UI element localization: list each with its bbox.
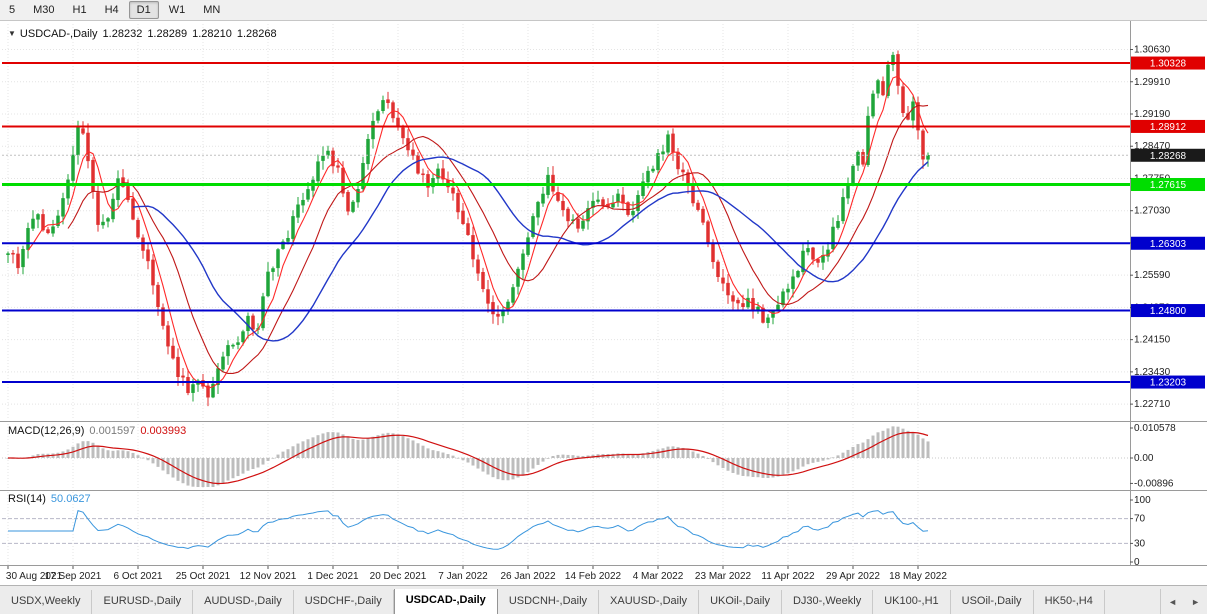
chart-tab-ukoil-daily[interactable]: UKOil-,Daily [699, 590, 782, 614]
svg-text:23 Mar 2022: 23 Mar 2022 [695, 571, 752, 582]
horizontal-level-lines [2, 62, 1130, 384]
price-label-1.24800 [1131, 304, 1205, 318]
tab-scroll-right-icon[interactable]: ► [1191, 596, 1200, 607]
price-label-1.30328 [1131, 56, 1205, 70]
svg-text:1.27615: 1.27615 [1150, 180, 1187, 191]
svg-text:30 Aug 2021: 30 Aug 2021 [6, 571, 63, 582]
chart-tab-uk100-h1[interactable]: UK100-,H1 [873, 590, 951, 614]
price-label-1.28268 [1131, 148, 1205, 162]
rsi-pane [2, 509, 1130, 550]
macd-indicator-label: MACD(12,26,9) 0.001597 0.003993 [8, 425, 186, 437]
chart-window[interactable]: 1.306301.299101.291901.284701.277501.270… [0, 21, 1207, 585]
price-scale: 1.306301.299101.291901.284701.277501.270… [1130, 45, 1205, 410]
svg-text:1.29190: 1.29190 [1134, 109, 1171, 120]
timeframe-toolbar: 5 M30 H1 H4 D1 W1 MN [0, 0, 1207, 21]
svg-text:1.24150: 1.24150 [1134, 335, 1171, 346]
quote-low: 1.28210 [192, 28, 232, 40]
moving-average-lines [27, 75, 929, 389]
quote-open: 1.28232 [102, 28, 143, 40]
chart-title-bar: ▼ USDCAD-,Daily 1.28232 1.28289 1.28210 1.282… [8, 28, 277, 40]
chart-tab-bar: USDX,Weekly EURUSD-,Daily AUDUSD-,Daily USD… [0, 585, 1207, 614]
svg-text:0.010578: 0.010578 [1134, 423, 1176, 434]
svg-text:17 Sep 2021: 17 Sep 2021 [45, 571, 102, 582]
chart-tab-audusd-daily[interactable]: AUDUSD-,Daily [193, 590, 294, 614]
svg-text:0.00: 0.00 [1134, 453, 1154, 464]
price-label-1.28912 [1131, 119, 1205, 133]
price-label-1.23203 [1131, 375, 1205, 389]
svg-text:1.27030: 1.27030 [1134, 206, 1171, 217]
svg-text:1.28268: 1.28268 [1150, 151, 1187, 162]
svg-text:1.28470: 1.28470 [1134, 141, 1171, 152]
rsi-value: 50.0627 [50, 493, 91, 505]
svg-text:25 Oct 2021: 25 Oct 2021 [176, 571, 231, 582]
collapse-arrow-icon[interactable]: ▼ [8, 29, 16, 38]
quote-close: 1.28268 [236, 28, 277, 40]
chart-grid [2, 24, 1130, 565]
svg-text:70: 70 [1134, 514, 1146, 525]
svg-text:1.22710: 1.22710 [1134, 399, 1171, 410]
price-chart-canvas[interactable]: 1.306301.299101.291901.284701.277501.270… [0, 21, 1207, 585]
macd-signal-line [8, 431, 929, 485]
svg-text:1.23203: 1.23203 [1150, 378, 1187, 389]
svg-text:20 Dec 2021: 20 Dec 2021 [370, 571, 427, 582]
svg-text:7 Jan 2022: 7 Jan 2022 [438, 571, 488, 582]
svg-text:1.30630: 1.30630 [1134, 45, 1171, 56]
macd-main-value: 0.001597 [89, 425, 136, 437]
svg-text:1.26303: 1.26303 [1150, 239, 1187, 250]
chart-tabs: USDX,Weekly EURUSD-,Daily AUDUSD-,Daily USD… [0, 589, 1160, 614]
svg-text:29 Apr 2022: 29 Apr 2022 [826, 571, 880, 582]
svg-text:-0.00896: -0.00896 [1134, 478, 1174, 489]
pane-borders [0, 21, 1207, 566]
rsi-indicator-label: RSI(14) 50.0627 [8, 493, 91, 505]
macd-label: MACD(12,26,9) [8, 425, 85, 437]
timeframe-button-m30[interactable]: M30 [33, 4, 55, 16]
chart-tab-usdchf-daily[interactable]: USDCHF-,Daily [293, 590, 394, 614]
chart-tab-usoil-daily[interactable]: USOil-,Daily [950, 590, 1034, 614]
svg-text:11 Apr 2022: 11 Apr 2022 [761, 571, 815, 582]
svg-text:100: 100 [1134, 495, 1151, 506]
price-label-1.26303 [1131, 236, 1205, 250]
chart-tab-usdcad-daily[interactable]: USDCAD-,Daily [393, 589, 498, 614]
svg-text:30: 30 [1134, 538, 1146, 549]
tab-scroll-left-icon[interactable]: ◄ [1168, 596, 1178, 607]
rsi-label: RSI(14) [8, 493, 46, 505]
rsi-line [8, 509, 929, 550]
chart-tab-xauusd-daily[interactable]: XAUUSD-,Daily [599, 590, 700, 614]
svg-text:0: 0 [1134, 557, 1140, 568]
svg-text:18 May 2022: 18 May 2022 [889, 571, 947, 582]
price-label-1.27615 [1131, 178, 1205, 192]
candlestick-series [6, 50, 930, 407]
timeframe-button-h1[interactable]: H1 [72, 4, 87, 16]
svg-text:14 Feb 2022: 14 Feb 2022 [565, 571, 622, 582]
chart-tab-hk50-h4[interactable]: HK50-,H4 [1033, 590, 1105, 614]
chart-tab-eurusd-daily[interactable]: EURUSD-,Daily [92, 590, 194, 614]
svg-text:1.25590: 1.25590 [1134, 270, 1171, 281]
svg-text:1.29910: 1.29910 [1134, 77, 1171, 88]
timeframe-button-mn[interactable]: MN [203, 4, 221, 16]
svg-text:1.24800: 1.24800 [1150, 306, 1187, 317]
macd-signal-value: 0.003993 [140, 425, 187, 437]
tab-scroll-arrows: ◄ ► [1160, 589, 1207, 614]
timeframe-button-w1[interactable]: W1 [168, 4, 186, 16]
svg-text:1.23430: 1.23430 [1134, 367, 1171, 378]
timeframe-button-5[interactable]: 5 [9, 4, 16, 16]
timeframe-button-h4[interactable]: H4 [104, 4, 119, 16]
quote-high: 1.28289 [147, 28, 188, 40]
svg-text:1 Dec 2021: 1 Dec 2021 [307, 571, 359, 582]
chart-symbol-title: USDCAD-,Daily [19, 28, 98, 40]
svg-text:26 Jan 2022: 26 Jan 2022 [500, 571, 555, 582]
svg-text:12 Nov 2021: 12 Nov 2021 [240, 571, 297, 582]
chart-tab-dj30-weekly[interactable]: DJ30-,Weekly [781, 590, 874, 614]
timeframe-button-d1[interactable]: D1 [128, 1, 159, 19]
svg-text:1.28912: 1.28912 [1150, 122, 1187, 133]
chart-tab-usdcnh-daily[interactable]: USDCNH-,Daily [497, 590, 600, 614]
indicator-scales: 0.010578 0.00 -0.00896 100 70 30 0 [1130, 423, 1176, 568]
svg-text:1.30328: 1.30328 [1150, 59, 1187, 70]
svg-text:4 Mar 2022: 4 Mar 2022 [633, 571, 684, 582]
svg-text:6 Oct 2021: 6 Oct 2021 [114, 571, 163, 582]
chart-tab-usdx-weekly[interactable]: USDX,Weekly [0, 590, 93, 614]
